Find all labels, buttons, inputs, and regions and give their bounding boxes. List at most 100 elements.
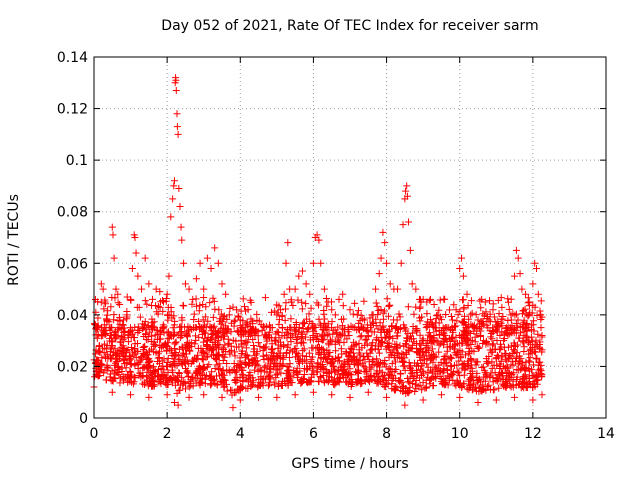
data-point xyxy=(442,374,450,382)
data-point xyxy=(242,337,250,345)
data-point xyxy=(374,345,382,353)
data-point xyxy=(281,316,289,324)
data-point xyxy=(195,325,203,333)
data-point xyxy=(428,319,436,327)
data-point xyxy=(502,349,510,357)
data-point xyxy=(318,330,326,338)
data-point xyxy=(466,375,474,383)
data-point xyxy=(360,297,368,305)
data-point xyxy=(299,324,307,332)
data-point xyxy=(141,254,149,262)
data-point xyxy=(237,331,245,339)
data-point xyxy=(482,355,490,363)
data-point xyxy=(426,295,434,303)
data-point xyxy=(486,318,494,326)
data-point xyxy=(339,290,347,298)
data-point xyxy=(177,223,185,231)
data-point xyxy=(479,363,487,371)
data-point xyxy=(456,307,464,315)
data-point xyxy=(161,371,169,379)
data-point xyxy=(162,376,170,384)
data-point xyxy=(175,386,183,394)
data-point xyxy=(484,382,492,390)
data-point xyxy=(271,307,279,315)
data-point xyxy=(367,365,375,373)
data-point xyxy=(460,312,468,320)
data-point xyxy=(313,343,321,351)
data-point xyxy=(408,280,416,288)
data-point xyxy=(135,372,143,380)
data-point xyxy=(212,354,220,362)
chart-title: Day 052 of 2021, Rate Of TEC Index for r… xyxy=(161,18,539,34)
data-point xyxy=(247,383,255,391)
data-point xyxy=(416,303,424,311)
data-point xyxy=(116,313,124,321)
data-point xyxy=(140,323,148,331)
data-point xyxy=(370,328,378,336)
data-point xyxy=(239,377,247,385)
data-point xyxy=(161,340,169,348)
data-point xyxy=(103,350,111,358)
data-point xyxy=(290,345,298,353)
data-point xyxy=(122,364,130,372)
data-point xyxy=(405,218,413,226)
data-point xyxy=(300,370,308,378)
data-point xyxy=(99,327,107,335)
data-point xyxy=(383,259,391,267)
data-point xyxy=(467,320,475,328)
data-point xyxy=(103,341,111,349)
data-point xyxy=(529,396,537,404)
data-point xyxy=(334,357,342,365)
data-point xyxy=(163,358,171,366)
data-point xyxy=(426,337,434,345)
data-point xyxy=(500,337,508,345)
data-point xyxy=(399,221,407,229)
data-point xyxy=(217,325,225,333)
data-point xyxy=(303,315,311,323)
data-point xyxy=(505,305,513,313)
data-point xyxy=(280,332,288,340)
data-point xyxy=(324,349,332,357)
data-point xyxy=(496,360,504,368)
data-point xyxy=(439,377,447,385)
data-point xyxy=(495,384,503,392)
data-point xyxy=(488,358,496,366)
data-point xyxy=(520,373,528,381)
data-point xyxy=(431,324,439,332)
data-point xyxy=(368,357,376,365)
data-point xyxy=(305,349,313,357)
data-point xyxy=(282,305,290,313)
data-point xyxy=(385,312,393,320)
data-point xyxy=(300,345,308,353)
data-point xyxy=(323,302,331,310)
data-point xyxy=(454,311,462,319)
data-point xyxy=(520,364,528,372)
data-point xyxy=(494,296,502,304)
data-point xyxy=(299,347,307,355)
data-point xyxy=(537,324,545,332)
y-tick-label: 0.06 xyxy=(57,256,88,272)
data-point xyxy=(109,231,117,239)
data-point xyxy=(223,359,231,367)
data-point xyxy=(353,311,361,319)
data-point xyxy=(358,332,366,340)
data-point xyxy=(139,349,147,357)
data-point xyxy=(148,315,156,323)
data-point xyxy=(456,381,464,389)
data-point xyxy=(101,366,109,374)
data-point xyxy=(528,309,536,317)
data-point xyxy=(266,364,274,372)
data-point xyxy=(206,323,214,331)
data-point xyxy=(440,295,448,303)
data-point xyxy=(179,378,187,386)
data-point xyxy=(127,355,135,363)
y-tick-label: 0.04 xyxy=(57,308,88,324)
data-point xyxy=(407,362,415,370)
data-point xyxy=(364,388,372,396)
data-point xyxy=(132,249,140,257)
data-point xyxy=(234,312,242,320)
data-point xyxy=(190,310,198,318)
data-point xyxy=(266,321,274,329)
data-point xyxy=(206,299,214,307)
data-point xyxy=(456,264,464,272)
